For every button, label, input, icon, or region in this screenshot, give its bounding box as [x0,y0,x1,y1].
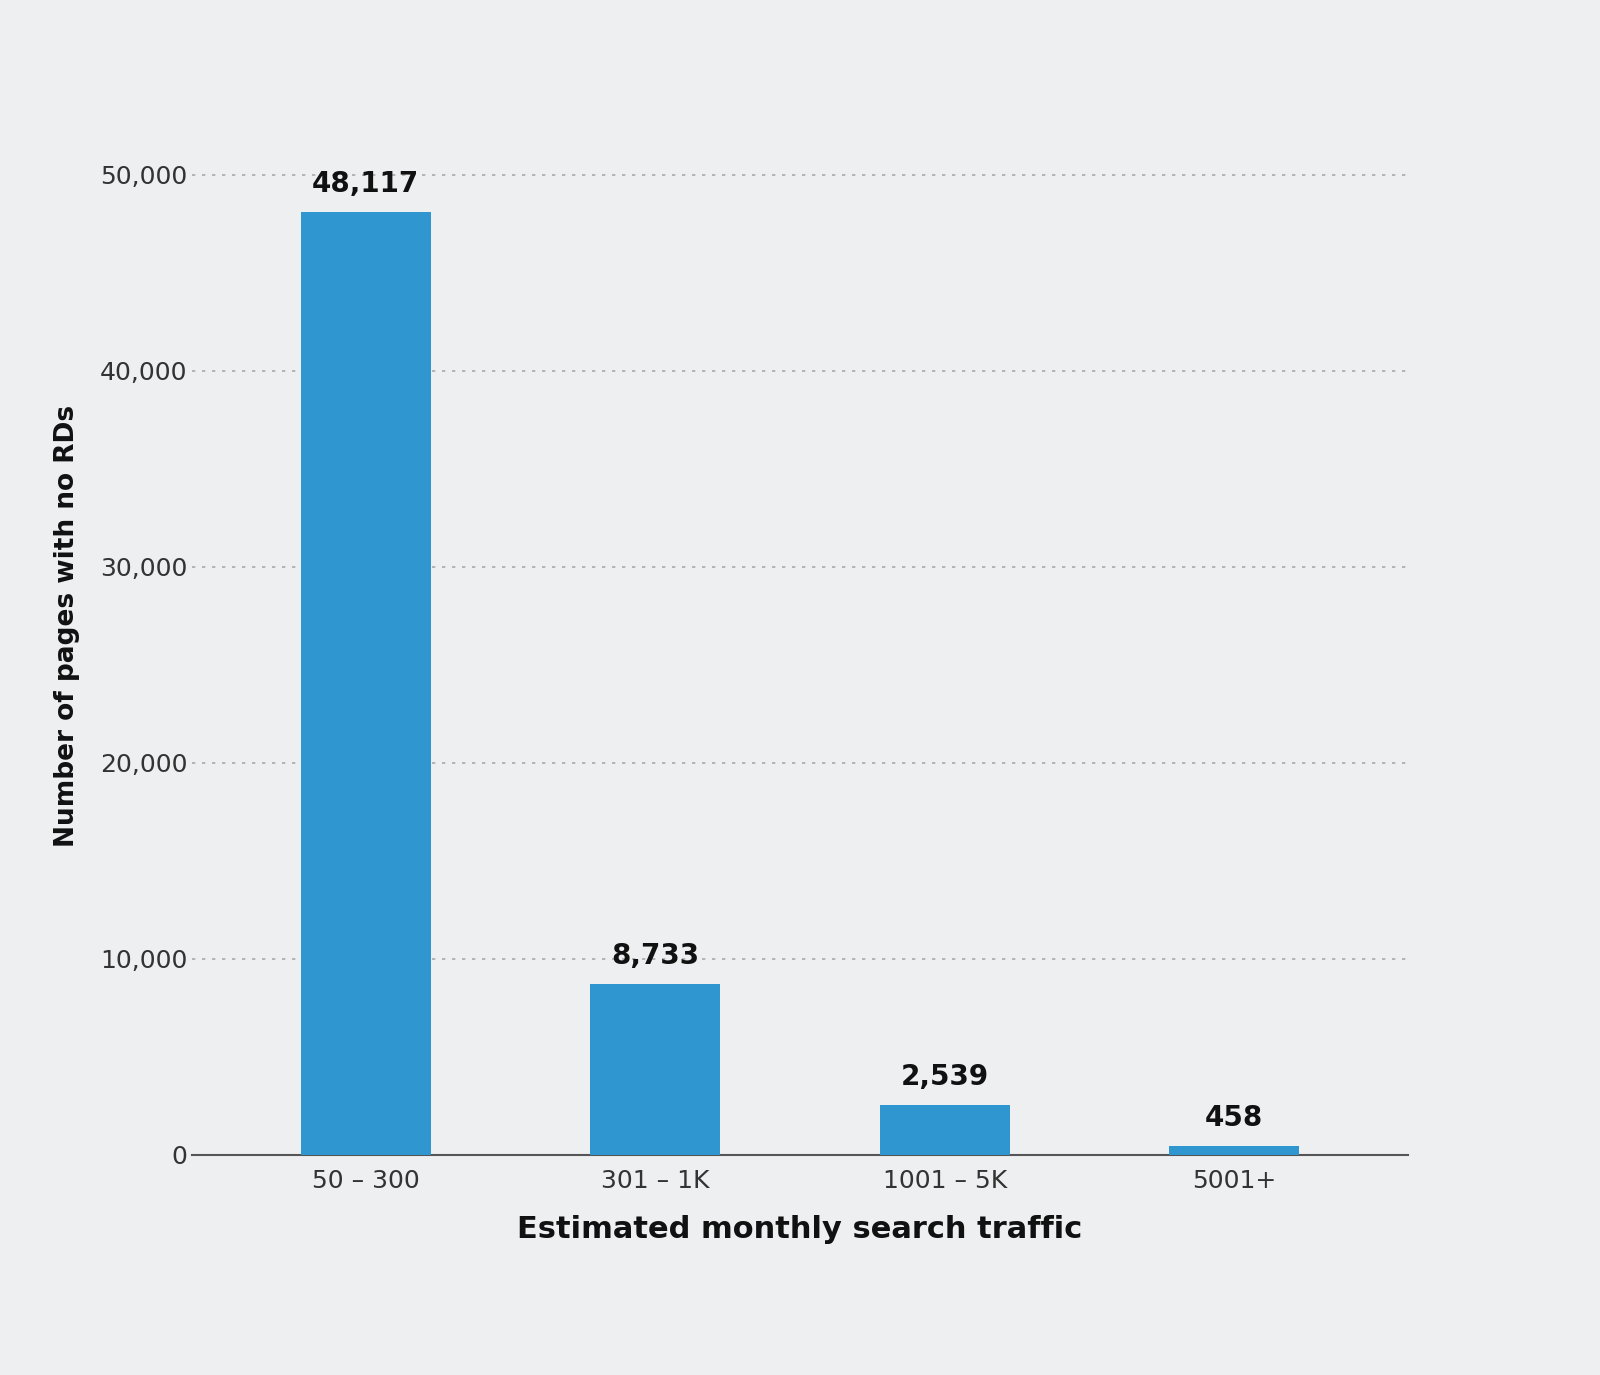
Text: 2,539: 2,539 [901,1063,989,1092]
X-axis label: Estimated monthly search traffic: Estimated monthly search traffic [517,1216,1083,1244]
Bar [1170,1145,1299,1155]
Bar [301,212,430,1155]
Text: 48,117: 48,117 [312,170,419,198]
Text: 458: 458 [1205,1104,1264,1132]
Y-axis label: Number of pages with no RDs: Number of pages with no RDs [54,404,80,847]
Bar [880,1106,1010,1155]
Text: 8,733: 8,733 [611,942,699,969]
Bar [590,983,720,1155]
